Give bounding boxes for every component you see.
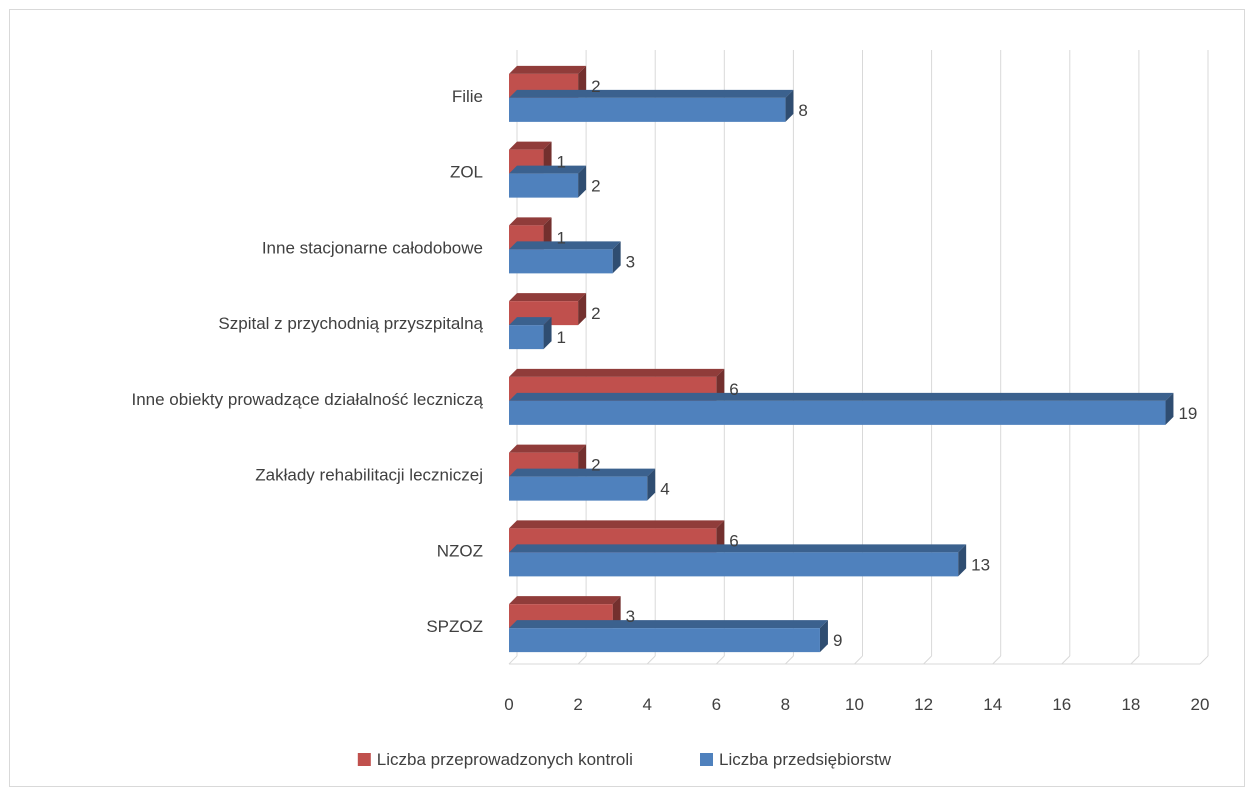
bar-front-face xyxy=(509,476,648,501)
bar-side-face xyxy=(543,317,552,350)
bar-top-face xyxy=(509,620,828,629)
bar-side-face xyxy=(578,165,587,198)
bar-top-face xyxy=(509,392,1174,401)
bars xyxy=(509,65,1174,653)
bar-front-face xyxy=(509,97,786,122)
bar-front-face xyxy=(509,325,544,350)
bar-side-face xyxy=(819,620,828,653)
data-label: 8 xyxy=(798,101,807,120)
category-label: Inne obiekty prowadzące działalność lecz… xyxy=(131,390,483,409)
x-tick-label: 12 xyxy=(914,695,933,714)
x-tick-label: 14 xyxy=(983,695,1002,714)
bar-side-face xyxy=(1165,392,1174,425)
bar-top-face xyxy=(509,241,621,250)
bar-top-face xyxy=(509,520,725,529)
category-label: SPZOZ xyxy=(426,617,483,636)
gridline-floor xyxy=(854,655,863,665)
bar-enterprises xyxy=(509,89,794,122)
legend-item: Liczba przeprowadzonych kontroli xyxy=(357,750,633,769)
data-label: 3 xyxy=(626,607,635,626)
bar-top-face xyxy=(509,65,587,74)
x-tick-label: 8 xyxy=(781,695,790,714)
gridline-floor xyxy=(577,655,587,665)
bar-top-face xyxy=(509,596,621,605)
bar-top-face xyxy=(509,89,794,98)
bar-side-face xyxy=(958,544,967,577)
data-label: 2 xyxy=(591,456,600,475)
bar-top-face xyxy=(509,444,587,453)
data-label: 1 xyxy=(557,228,566,247)
bar-side-face xyxy=(578,293,587,326)
data-label: 9 xyxy=(833,631,842,650)
bar-side-face xyxy=(612,241,621,274)
legend-swatch xyxy=(357,753,371,766)
bar-enterprises xyxy=(509,165,587,198)
gridline-floor xyxy=(1130,655,1140,665)
data-label: 2 xyxy=(591,77,600,96)
gridline-floor xyxy=(923,655,932,665)
legend: Liczba przeprowadzonych kontroli Liczba p… xyxy=(357,750,892,769)
x-tick-label: 6 xyxy=(712,695,721,714)
gridline-floor xyxy=(646,655,656,665)
gridline-floor xyxy=(715,655,725,665)
x-tick-label: 4 xyxy=(642,695,651,714)
bar-enterprises xyxy=(509,392,1174,425)
bar-top-face xyxy=(509,165,587,174)
bar-top-face xyxy=(509,141,552,150)
bar-enterprises xyxy=(509,241,621,274)
bar-front-face xyxy=(509,628,820,653)
gridline-floor xyxy=(992,655,1002,665)
gridline-floor xyxy=(785,655,794,665)
bar-front-face xyxy=(509,173,579,198)
legend-label: Liczba przeprowadzonych kontroli xyxy=(377,750,633,769)
data-label: 4 xyxy=(660,480,669,499)
data-label: 3 xyxy=(626,252,635,271)
bar-side-face xyxy=(647,468,656,501)
data-label: 19 xyxy=(1178,404,1197,423)
data-label: 2 xyxy=(591,304,600,323)
category-label: ZOL xyxy=(450,163,483,182)
data-label: 2 xyxy=(591,177,600,196)
category-label: Filie xyxy=(452,87,483,106)
x-tick-label: 10 xyxy=(845,695,864,714)
bar-top-face xyxy=(509,468,656,477)
bar-front-face xyxy=(509,249,613,274)
x-tick-label: 18 xyxy=(1121,695,1140,714)
bar-enterprises xyxy=(509,317,552,350)
bar-top-face xyxy=(509,293,587,302)
data-label: 1 xyxy=(557,153,566,172)
bar-enterprises xyxy=(509,468,656,501)
x-tick-label: 20 xyxy=(1191,695,1210,714)
bar-top-face xyxy=(509,544,967,553)
bar-front-face xyxy=(509,400,1166,425)
category-labels: SPZOZ NZOZ Zakłady rehabilitacji lecznicze… xyxy=(131,87,483,636)
tick-labels: 0 2 4 6 8 10 12 14 16 18 20 xyxy=(504,695,1209,714)
gridline-floor xyxy=(1061,655,1071,665)
data-label: 6 xyxy=(729,531,738,550)
category-label: Szpital z przychodnią przyszpitalną xyxy=(218,314,483,333)
bar-front-face xyxy=(509,552,959,577)
data-label: 1 xyxy=(557,328,566,347)
gridline-floor xyxy=(508,655,518,665)
legend-item: Liczba przedsiębiorstw xyxy=(700,750,892,769)
bar-enterprises xyxy=(509,620,828,653)
bar-side-face xyxy=(785,89,794,122)
category-label: Zakłady rehabilitacji leczniczej xyxy=(255,466,483,485)
bar-enterprises xyxy=(509,544,967,577)
category-label: Inne stacjonarne całodobowe xyxy=(262,238,483,257)
bar-top-face xyxy=(509,217,552,226)
bar-top-face xyxy=(509,317,552,326)
x-tick-label: 0 xyxy=(504,695,513,714)
category-label: NZOZ xyxy=(437,541,483,560)
bar-top-face xyxy=(509,368,725,377)
data-label: 6 xyxy=(729,380,738,399)
legend-label: Liczba przedsiębiorstw xyxy=(719,750,892,769)
x-tick-label: 2 xyxy=(573,695,582,714)
legend-swatch xyxy=(700,753,713,766)
data-label: 13 xyxy=(971,555,990,574)
x-tick-label: 16 xyxy=(1052,695,1071,714)
gridline-floor xyxy=(1199,655,1209,665)
